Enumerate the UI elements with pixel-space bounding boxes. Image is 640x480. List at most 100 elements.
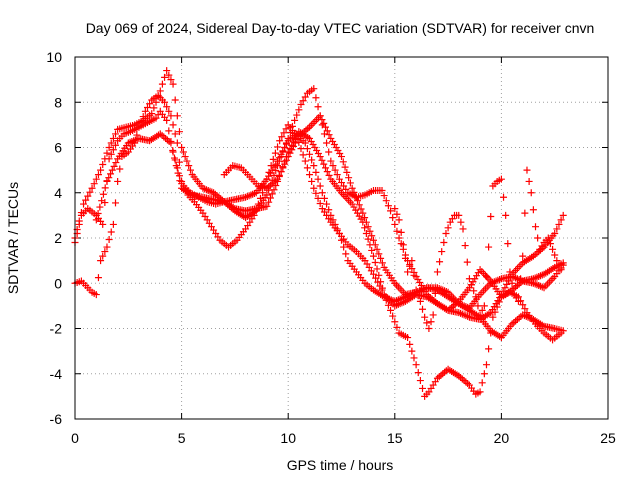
data-point bbox=[404, 268, 412, 276]
data-point bbox=[497, 175, 505, 183]
x-tick-label: 5 bbox=[178, 430, 186, 446]
interpolated-marker bbox=[325, 171, 333, 179]
interpolated-marker bbox=[282, 125, 290, 133]
interpolated-marker bbox=[339, 158, 347, 166]
interpolated-marker bbox=[171, 96, 179, 104]
interpolated-marker bbox=[320, 119, 328, 127]
interpolated-marker bbox=[299, 151, 307, 159]
data-point bbox=[408, 257, 416, 265]
interpolated-marker bbox=[323, 168, 331, 176]
interpolated-marker bbox=[551, 251, 559, 259]
data-point bbox=[551, 229, 559, 237]
interpolated-marker bbox=[299, 97, 307, 105]
interpolated-marker bbox=[181, 153, 189, 161]
interpolated-marker bbox=[322, 164, 330, 172]
interpolated-marker bbox=[341, 163, 349, 171]
interpolated-marker bbox=[308, 177, 316, 185]
interpolated-marker bbox=[288, 122, 296, 130]
data-point bbox=[559, 211, 567, 219]
interpolated-marker bbox=[414, 369, 422, 377]
interpolated-marker bbox=[322, 123, 330, 131]
interpolated-marker bbox=[278, 133, 286, 141]
data-point bbox=[316, 112, 324, 120]
interpolated-marker bbox=[179, 148, 187, 156]
interpolated-marker bbox=[378, 284, 386, 292]
interpolated-marker bbox=[186, 166, 194, 174]
data-point bbox=[523, 166, 531, 174]
interpolated-marker bbox=[320, 194, 328, 202]
interpolated-marker bbox=[382, 197, 390, 205]
data-point bbox=[297, 101, 305, 109]
interpolated-marker bbox=[375, 271, 383, 279]
data-point bbox=[369, 252, 377, 260]
interpolated-marker bbox=[280, 129, 288, 137]
data-point bbox=[148, 110, 156, 118]
interpolated-marker bbox=[323, 139, 331, 147]
data-point bbox=[92, 216, 100, 224]
interpolated-marker bbox=[419, 384, 427, 392]
interpolated-marker bbox=[272, 167, 280, 175]
interpolated-marker bbox=[504, 240, 512, 248]
data-point bbox=[169, 80, 177, 88]
y-tick-label: 4 bbox=[54, 185, 62, 201]
interpolated-marker bbox=[410, 271, 418, 279]
interpolated-marker bbox=[301, 93, 309, 101]
data-point bbox=[167, 139, 175, 147]
data-point bbox=[263, 191, 271, 199]
data-point bbox=[455, 211, 463, 219]
data-point bbox=[310, 85, 318, 93]
interpolated-marker bbox=[99, 160, 107, 168]
interpolated-marker bbox=[521, 305, 529, 313]
interpolated-marker bbox=[331, 166, 339, 174]
interpolated-marker bbox=[419, 305, 427, 313]
interpolated-marker bbox=[107, 228, 115, 236]
data-point bbox=[263, 202, 271, 210]
interpolated-marker bbox=[90, 180, 98, 188]
x-tick-label: 25 bbox=[600, 430, 616, 446]
series-track-6 bbox=[391, 166, 565, 332]
interpolated-marker bbox=[323, 127, 331, 135]
interpolated-marker bbox=[371, 241, 379, 249]
data-point bbox=[433, 268, 441, 276]
data-point bbox=[485, 243, 493, 251]
interpolated-marker bbox=[368, 246, 376, 254]
interpolated-marker bbox=[534, 234, 542, 242]
x-axis-label: GPS time / hours bbox=[287, 457, 394, 473]
interpolated-marker bbox=[295, 106, 303, 114]
interpolated-marker bbox=[343, 168, 351, 176]
interpolated-marker bbox=[316, 182, 324, 190]
data-point bbox=[301, 157, 309, 165]
interpolated-marker bbox=[366, 227, 374, 235]
data-point bbox=[412, 361, 420, 369]
interpolated-marker bbox=[303, 164, 311, 172]
interpolated-marker bbox=[75, 217, 83, 225]
interpolated-marker bbox=[158, 80, 166, 88]
interpolated-marker bbox=[84, 192, 92, 200]
interpolated-marker bbox=[406, 262, 414, 270]
data-point bbox=[178, 144, 186, 151]
interpolated-marker bbox=[169, 147, 177, 155]
interpolated-marker bbox=[165, 107, 173, 115]
interpolated-marker bbox=[266, 194, 274, 202]
interpolated-marker bbox=[183, 157, 191, 165]
interpolated-marker bbox=[546, 240, 554, 248]
interpolated-marker bbox=[423, 319, 431, 327]
interpolated-marker bbox=[468, 281, 476, 289]
series-track-5 bbox=[220, 112, 567, 342]
data-point bbox=[404, 334, 412, 342]
interpolated-marker bbox=[306, 171, 314, 179]
interpolated-marker bbox=[171, 130, 179, 138]
interpolated-marker bbox=[355, 201, 363, 209]
interpolated-marker bbox=[94, 274, 102, 282]
data-point bbox=[80, 200, 88, 208]
interpolated-marker bbox=[169, 121, 177, 129]
interpolated-marker bbox=[364, 223, 372, 231]
data-point bbox=[167, 112, 175, 120]
interpolated-marker bbox=[143, 104, 151, 112]
interpolated-marker bbox=[342, 250, 350, 258]
interpolated-marker bbox=[378, 259, 386, 267]
interpolated-marker bbox=[393, 210, 401, 218]
y-tick-label: -6 bbox=[50, 411, 63, 427]
interpolated-marker bbox=[101, 184, 109, 192]
data-point bbox=[480, 302, 488, 310]
